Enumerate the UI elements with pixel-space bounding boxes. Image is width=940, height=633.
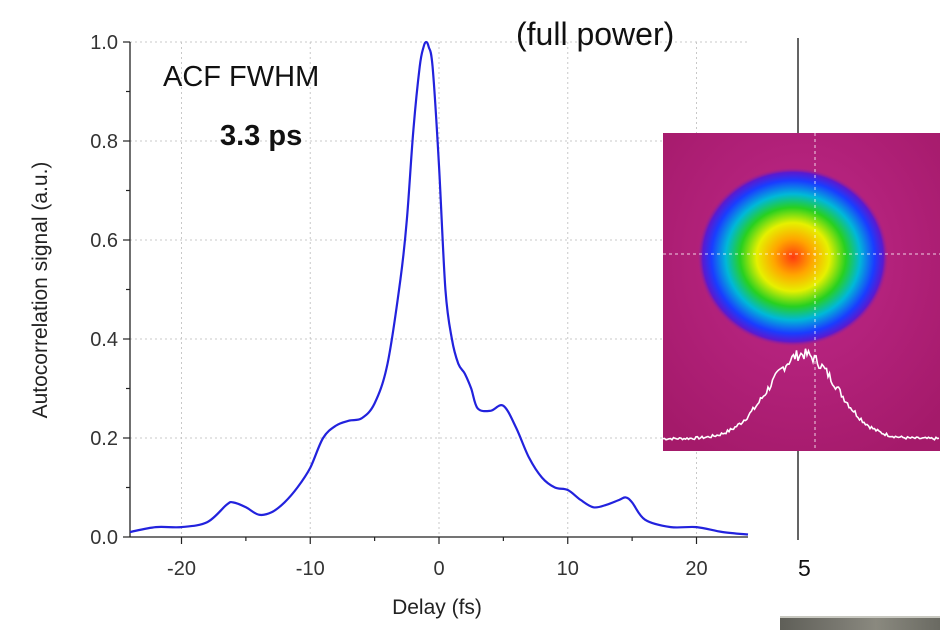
y-tick-labels: 0.0 0.2 0.4 0.6 0.8 1.0 xyxy=(90,32,118,549)
autocorrelation-curve xyxy=(129,40,749,536)
x-tick-label: 10 xyxy=(557,558,579,580)
tick-marks xyxy=(123,41,698,544)
y-axis-title: Autocorrelation signal (a.u.) xyxy=(29,162,52,419)
y-tick-label: 0.8 xyxy=(90,131,118,153)
x-tick-label: -10 xyxy=(296,558,325,580)
grid xyxy=(130,41,748,537)
annotation-fwhm-value: 3.3 ps xyxy=(220,120,302,152)
x-axis-title: Delay (fs) xyxy=(392,596,482,619)
x-tick-label: -20 xyxy=(167,558,196,580)
annotation-page-number: 5 xyxy=(798,555,811,581)
y-tick-label: 0.6 xyxy=(90,230,118,252)
y-tick-label: 0.0 xyxy=(90,527,118,549)
x-tick-label: 20 xyxy=(685,558,707,580)
y-tick-label: 0.4 xyxy=(90,329,118,351)
annotation-full-power: (full power) xyxy=(516,16,674,52)
y-tick-label: 0.2 xyxy=(90,428,118,450)
beam-profile-image xyxy=(663,133,940,451)
annotation-acf-fwhm: ACF FWHM xyxy=(163,61,319,93)
photo-thumbnail xyxy=(780,616,940,630)
y-tick-label: 1.0 xyxy=(90,32,118,54)
x-tick-label: 0 xyxy=(433,558,444,580)
x-tick-labels: -20 -10 0 10 20 xyxy=(167,558,708,580)
